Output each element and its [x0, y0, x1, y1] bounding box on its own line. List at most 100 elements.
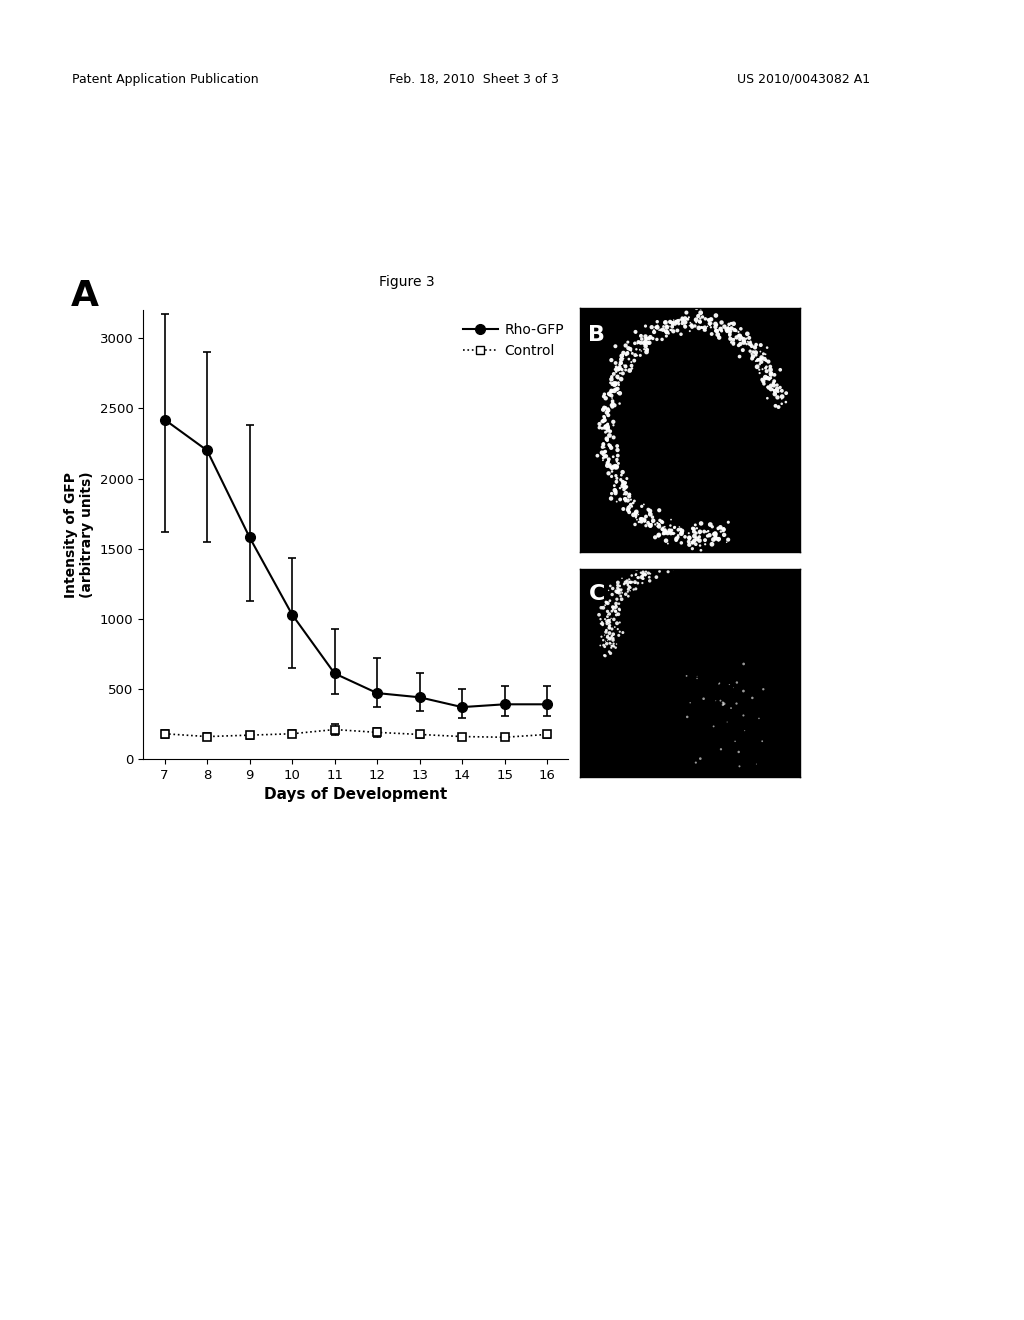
Point [646, 319, 663, 341]
Point [696, 319, 713, 341]
Point [646, 553, 663, 574]
Point [600, 451, 616, 473]
Point [713, 521, 729, 543]
Point [735, 681, 752, 702]
Point [762, 359, 778, 380]
Point [599, 428, 615, 449]
Point [716, 693, 732, 714]
Point [607, 601, 624, 622]
Point [596, 446, 612, 467]
Point [620, 574, 636, 595]
Point [720, 512, 736, 533]
Point [604, 601, 621, 622]
Point [609, 619, 626, 640]
Point [624, 358, 640, 379]
Point [621, 502, 637, 523]
Point [716, 519, 732, 540]
Point [677, 315, 693, 337]
Point [611, 478, 628, 499]
Point [607, 601, 624, 622]
Point [667, 313, 683, 334]
Point [624, 572, 640, 593]
Point [607, 374, 624, 395]
Point [749, 350, 765, 371]
Point [765, 372, 781, 393]
Point [692, 521, 709, 543]
Point [601, 612, 617, 634]
Point [762, 363, 778, 384]
Point [684, 532, 700, 553]
Point [708, 690, 724, 711]
Point [681, 306, 697, 327]
Point [605, 609, 622, 630]
Point [608, 634, 625, 655]
Point [603, 634, 620, 655]
Point [731, 346, 748, 367]
Point [600, 401, 616, 422]
Point [596, 407, 612, 428]
Text: B: B [589, 325, 605, 345]
Point [651, 561, 668, 582]
Point [664, 319, 680, 341]
Point [681, 531, 697, 552]
Point [604, 388, 621, 409]
Point [635, 564, 651, 585]
Point [710, 323, 726, 345]
Point [596, 385, 612, 407]
Point [777, 392, 794, 413]
Point [638, 515, 654, 536]
Point [607, 372, 624, 393]
Point [609, 612, 626, 634]
Point [635, 565, 651, 586]
Point [607, 638, 624, 659]
Point [748, 351, 764, 372]
Point [667, 553, 683, 574]
Point [665, 523, 681, 544]
Point [670, 319, 686, 341]
Point [766, 375, 782, 396]
Point [602, 615, 618, 636]
Point [603, 466, 620, 487]
Point [635, 565, 651, 586]
Point [752, 354, 768, 375]
Point [646, 322, 663, 343]
Point [641, 333, 657, 354]
Point [595, 450, 611, 471]
Point [618, 477, 635, 498]
Point [610, 453, 627, 474]
Point [708, 321, 724, 342]
Point [622, 569, 638, 590]
Point [608, 473, 625, 494]
Point [711, 327, 727, 348]
Point [609, 574, 626, 595]
Point [695, 688, 712, 709]
Point [608, 379, 625, 400]
Point [642, 326, 658, 347]
Point [597, 407, 613, 428]
Point [669, 545, 685, 566]
Point [604, 374, 621, 395]
Point [618, 570, 635, 591]
Point [639, 329, 655, 350]
Point [608, 362, 625, 383]
Point [636, 564, 652, 585]
Text: A: A [71, 279, 99, 313]
Point [663, 510, 679, 531]
Point [643, 513, 659, 535]
Point [711, 531, 727, 552]
Point [707, 525, 723, 546]
Point [652, 556, 669, 577]
Point [688, 752, 705, 774]
Point [725, 677, 741, 698]
Point [632, 345, 648, 366]
Point [614, 363, 631, 384]
Point [731, 325, 748, 346]
Point [690, 317, 707, 338]
Point [601, 449, 617, 470]
Point [663, 319, 679, 341]
Point [674, 313, 690, 334]
Point [689, 665, 706, 686]
Point [599, 430, 615, 451]
Point [605, 627, 622, 648]
Point [639, 339, 655, 360]
